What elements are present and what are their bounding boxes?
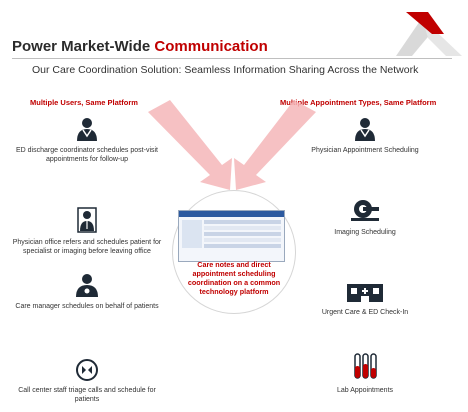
urgent-care-building-icon — [347, 284, 383, 302]
screenshot-header-bar — [179, 211, 284, 217]
screenshot-body — [179, 217, 284, 251]
doctor-icon — [355, 118, 375, 141]
left-arrow — [148, 100, 232, 190]
page-title: Power Market-Wide Communication — [12, 38, 268, 55]
left-item-call-center: Call center staff triage calls and sched… — [12, 358, 162, 404]
physician-coat-icon — [77, 207, 97, 233]
care-manager-icon — [76, 274, 98, 297]
right-heading: Multiple Appointment Types, Same Platfor… — [280, 98, 437, 107]
left-item-label: Physician office refers and schedules pa… — [12, 239, 162, 256]
right-item-lab: Lab Appointments — [290, 352, 440, 395]
right-item-label: Imaging Scheduling — [334, 229, 396, 236]
imaging-scanner-icon — [351, 200, 379, 221]
right-item-label: Physician Appointment Scheduling — [311, 147, 419, 154]
company-logo — [396, 12, 462, 56]
right-arrow — [234, 100, 316, 190]
left-item-ed-coordinator: ED discharge coordinator schedules post-… — [12, 116, 162, 164]
left-heading: Multiple Users, Same Platform — [30, 98, 138, 107]
page-subtitle: Our Care Coordination Solution: Seamless… — [32, 64, 419, 76]
call-center-icon — [76, 359, 98, 381]
left-item-care-manager: Care manager schedules on behalf of pati… — [12, 272, 162, 311]
doctor-icon — [77, 118, 97, 141]
title-divider — [12, 58, 452, 59]
left-item-label: Call center staff triage calls and sched… — [18, 387, 156, 404]
right-item-label: Lab Appointments — [336, 387, 394, 394]
right-item-urgent-care: Urgent Care & ED Check-In — [290, 280, 440, 317]
left-item-physician-office: Physician office refers and schedules pa… — [12, 206, 162, 256]
right-item-imaging: Imaging Scheduling — [290, 198, 440, 237]
left-item-label: ED discharge coordinator schedules post-… — [15, 147, 158, 164]
title-accent: Communication — [154, 38, 268, 55]
platform-screenshot — [178, 210, 285, 262]
lab-tubes-icon — [354, 353, 377, 379]
right-item-physician-scheduling: Physician Appointment Scheduling — [290, 116, 440, 155]
right-item-label: Urgent Care & ED Check-In — [321, 309, 409, 316]
screenshot-sidebar — [182, 220, 202, 248]
screenshot-content — [204, 220, 281, 248]
left-item-label: Care manager schedules on behalf of pati… — [15, 303, 159, 310]
center-label: Care notes and direct appointment schedu… — [187, 260, 281, 296]
